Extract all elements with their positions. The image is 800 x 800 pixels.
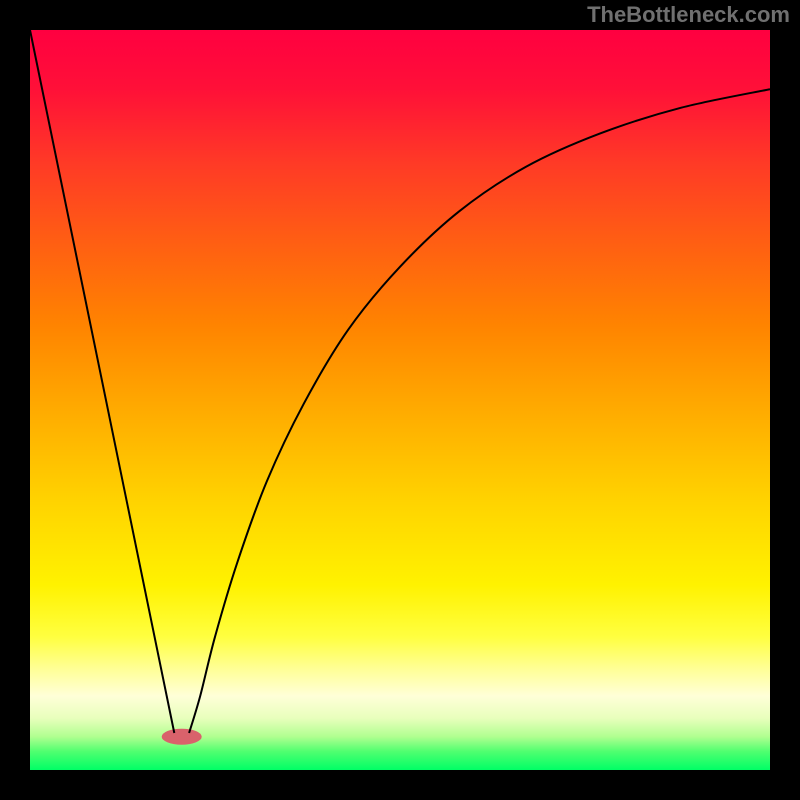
plot-area (30, 30, 770, 770)
gradient-background (30, 30, 770, 770)
bottleneck-marker (162, 729, 202, 745)
watermark-text: TheBottleneck.com (587, 2, 790, 28)
chart-svg (30, 30, 770, 770)
chart-container: TheBottleneck.com (0, 0, 800, 800)
